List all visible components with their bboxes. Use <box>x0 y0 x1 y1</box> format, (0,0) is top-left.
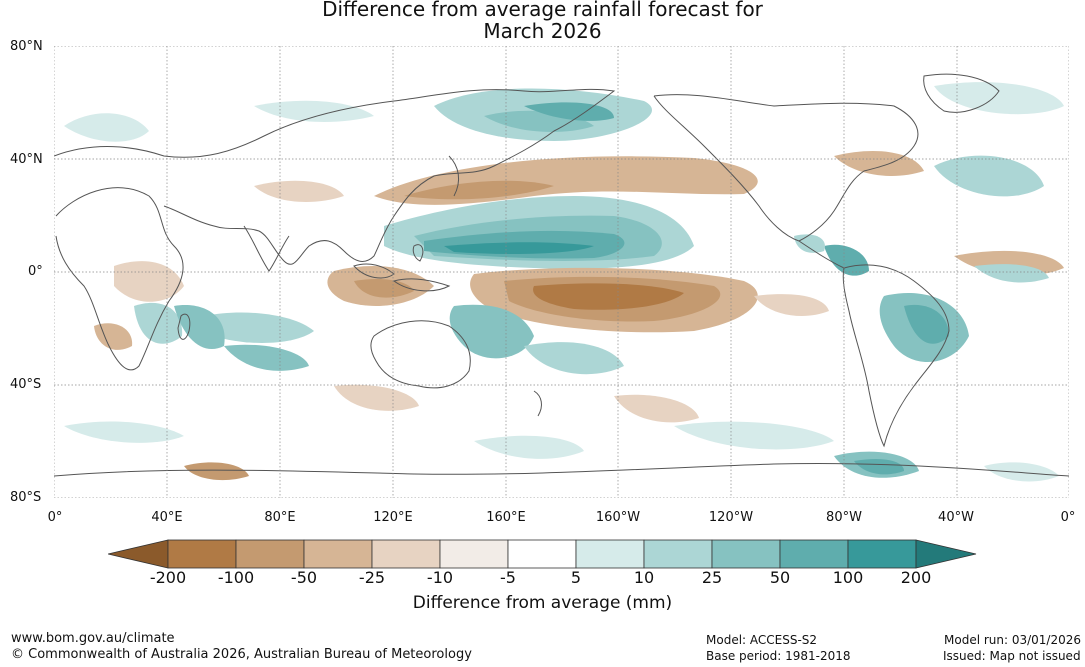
footer-model: Model: ACCESS-S2 <box>706 633 818 647</box>
colorbar-extend-high <box>915 539 977 569</box>
colorbar-tick-label: -5 <box>500 568 516 587</box>
lon-label-160w: 160°W <box>595 510 641 525</box>
colorbar-segment <box>643 539 713 569</box>
lon-label-40e: 40°E <box>151 510 183 525</box>
lon-label-160e: 160°E <box>486 510 526 525</box>
colorbar-segment <box>371 539 441 569</box>
colorbar-segment <box>779 539 849 569</box>
lon-label-40w: 40°W <box>938 510 974 525</box>
colorbar-tick-label: -200 <box>149 568 187 587</box>
colorbar-tick-label: -50 <box>290 568 318 587</box>
lon-label-80w: 80°W <box>826 510 862 525</box>
colorbar-tick-label: -25 <box>358 568 386 587</box>
lat-label-80n: 80°N <box>10 39 43 54</box>
colorbar-tick-label: 200 <box>900 568 932 587</box>
footer-website: www.bom.gov.au/climate <box>11 631 175 646</box>
colorbar-tick-label: 5 <box>570 568 582 587</box>
colorbar-segment <box>167 539 237 569</box>
anomaly-patches <box>64 82 1064 482</box>
footer-copyright: © Commonwealth of Australia 2026, Austra… <box>11 647 472 662</box>
lat-label-0: 0° <box>28 264 43 279</box>
colorbar-segment <box>711 539 781 569</box>
colorbar-tick-label: 10 <box>633 568 655 587</box>
lat-label-40s: 40°S <box>10 377 42 392</box>
lon-label-0-east: 0° <box>1060 510 1076 525</box>
rainfall-map <box>54 46 1069 498</box>
lon-label-0-west: 0° <box>47 510 63 525</box>
colorbar-segment <box>847 539 917 569</box>
colorbar-tick-label: 25 <box>701 568 723 587</box>
lat-label-40n: 40°N <box>10 152 43 167</box>
footer-issued: Issued: Map not issued <box>943 649 1081 663</box>
colorbar-tick-label: -10 <box>426 568 454 587</box>
colorbar-extend-low <box>108 539 169 569</box>
lon-label-80e: 80°E <box>264 510 296 525</box>
map-title-line1: Difference from average rainfall forecas… <box>322 0 763 21</box>
colorbar-tick-label: 50 <box>769 568 791 587</box>
coastlines <box>54 73 1069 477</box>
colorbar-tick-label: -100 <box>217 568 255 587</box>
colorbar-segment <box>507 539 577 569</box>
map-title-line2: March 2026 <box>483 19 602 43</box>
lon-label-120e: 120°E <box>373 510 413 525</box>
footer-model-run: Model run: 03/01/2026 <box>944 633 1082 647</box>
colorbar-segment <box>235 539 305 569</box>
graticule <box>54 46 1069 498</box>
colorbar-tick-label: 100 <box>832 568 864 587</box>
colorbar-segment <box>303 539 373 569</box>
colorbar-label: Difference from average (mm) <box>412 593 673 613</box>
colorbar-segment <box>439 539 509 569</box>
colorbar-segment <box>575 539 645 569</box>
colorbar <box>108 539 977 569</box>
map-canvas <box>54 46 1069 498</box>
lon-label-120w: 120°W <box>708 510 754 525</box>
footer-base-period: Base period: 1981-2018 <box>706 649 851 663</box>
lat-label-80s: 80°S <box>10 490 42 505</box>
